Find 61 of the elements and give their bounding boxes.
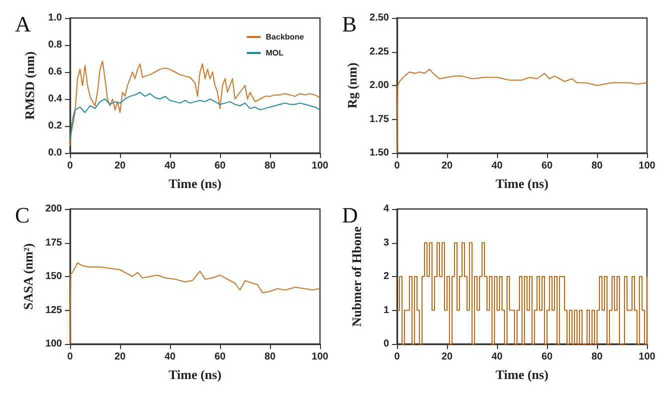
y-tick-label: 2.00 bbox=[370, 80, 390, 91]
y-tick-label: 0.6 bbox=[48, 66, 62, 78]
y-axis-title: Nubmer of Hbone bbox=[349, 226, 364, 327]
y-tick-label: 100 bbox=[45, 338, 62, 350]
y-tick-label: 0.4 bbox=[48, 94, 62, 104]
x-tick-label: 20 bbox=[441, 160, 453, 172]
x-tick-label: 20 bbox=[441, 352, 453, 362]
chart-title: C bbox=[15, 202, 30, 228]
x-tick-label: 60 bbox=[541, 160, 553, 172]
x-tick-label: 60 bbox=[541, 352, 553, 362]
x-tick-label: 0 bbox=[67, 352, 74, 362]
y-tick-label: 150 bbox=[45, 271, 62, 282]
y-tick-label: 4 bbox=[383, 204, 390, 214]
y-tick-label: 1.50 bbox=[370, 148, 390, 158]
x-tick-label: 40 bbox=[164, 352, 176, 362]
x-tick-label: 80 bbox=[591, 352, 603, 362]
y-tick-label: 175 bbox=[45, 237, 62, 248]
y-tick-label: 200 bbox=[45, 204, 62, 214]
y-tick-label: 2.25 bbox=[370, 46, 390, 58]
y-tick-label: 1.75 bbox=[370, 114, 390, 125]
legend-label: MOL bbox=[266, 48, 284, 58]
x-tick-label: 80 bbox=[264, 160, 276, 172]
x-tick-label: 100 bbox=[638, 160, 656, 172]
x-tick-label: 80 bbox=[591, 160, 603, 172]
x-tick-label: 60 bbox=[214, 160, 226, 172]
x-tick-label: 0 bbox=[67, 160, 74, 172]
x-tick-label: 0 bbox=[394, 160, 400, 172]
y-tick-label: 125 bbox=[45, 304, 62, 316]
y-tick-label: 0.0 bbox=[48, 148, 62, 158]
x-tick-label: 0 bbox=[394, 352, 400, 362]
line-series bbox=[70, 92, 320, 140]
chart-title: B bbox=[342, 12, 357, 36]
y-axis-title: RMSD (nm) bbox=[22, 51, 37, 120]
y-tick-label: 0 bbox=[383, 338, 390, 350]
y-tick-label: 2.50 bbox=[370, 12, 390, 24]
x-axis-title: Time (ns) bbox=[496, 176, 548, 191]
y-tick-label: 3 bbox=[383, 237, 390, 248]
y-axis-title: Rg (nm) bbox=[344, 62, 360, 108]
x-tick-label: 40 bbox=[491, 352, 503, 362]
x-tick-label: 100 bbox=[312, 352, 329, 362]
x-tick-label: 20 bbox=[114, 160, 126, 172]
chart-title: A bbox=[15, 12, 31, 36]
y-tick-label: 0.8 bbox=[48, 40, 62, 50]
y-axis-title: SASA (nm²) bbox=[20, 243, 36, 310]
y-tick-label: 2 bbox=[383, 271, 390, 282]
x-tick-label: 40 bbox=[491, 160, 503, 172]
x-axis-title: Time (ns) bbox=[496, 367, 548, 382]
x-tick-label: 60 bbox=[214, 352, 226, 362]
x-tick-label: 40 bbox=[164, 160, 176, 172]
x-tick-label: 20 bbox=[114, 352, 126, 362]
legend-label: Backbone bbox=[266, 32, 305, 42]
x-tick-label: 100 bbox=[638, 352, 656, 362]
x-axis-title: Time (ns) bbox=[168, 367, 222, 382]
line-series bbox=[70, 60, 320, 147]
y-tick-label: 0.2 bbox=[48, 120, 62, 132]
x-tick-label: 100 bbox=[312, 160, 329, 172]
y-tick-label: 1 bbox=[383, 304, 390, 316]
chart-title: D bbox=[342, 202, 358, 228]
x-tick-label: 80 bbox=[264, 352, 276, 362]
y-tick-label: 1.0 bbox=[48, 12, 62, 24]
x-axis-title: Time (ns) bbox=[168, 176, 222, 191]
